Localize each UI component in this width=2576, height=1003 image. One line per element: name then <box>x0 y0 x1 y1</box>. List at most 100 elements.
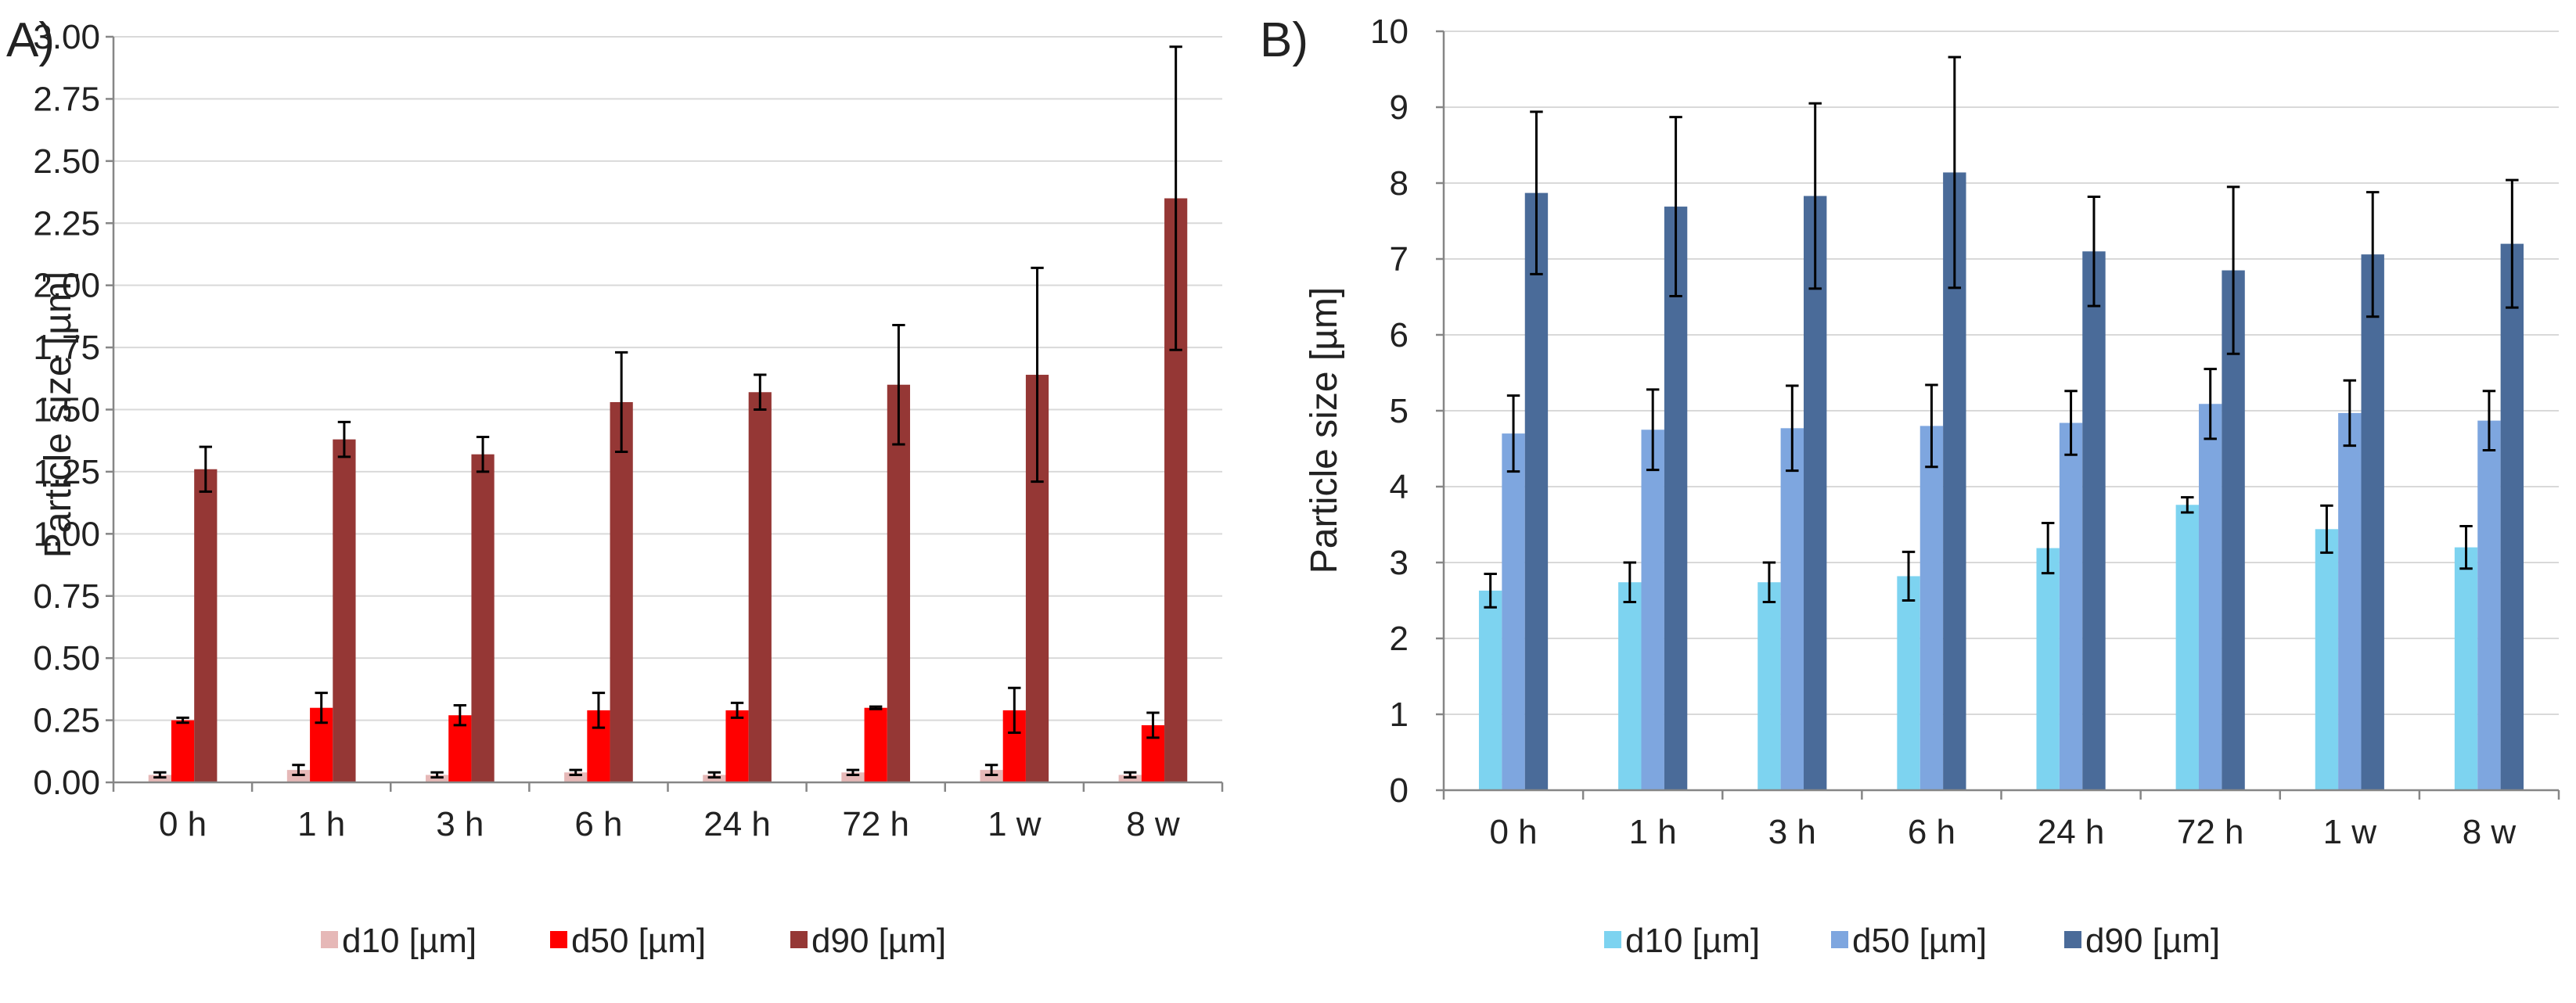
x-tick-label: 6 h <box>574 805 622 843</box>
error-bar <box>1008 686 1021 734</box>
bar <box>333 439 356 782</box>
panel-a-gridlines <box>113 36 1222 721</box>
x-tick-label: 0 h <box>1489 813 1537 851</box>
legend-swatch <box>550 931 567 948</box>
y-tick-label: 2.50 <box>33 142 100 181</box>
bar <box>1618 582 1642 790</box>
panel-b-error-bars <box>1484 56 2519 609</box>
bar <box>2222 270 2245 790</box>
error-bar <box>1808 102 1822 290</box>
y-tick-label: 3.00 <box>33 18 100 56</box>
y-tick-label: 2.25 <box>33 204 100 243</box>
legend-label: d50 [µm] <box>571 922 706 960</box>
error-bar <box>153 771 167 779</box>
bar <box>2361 254 2384 790</box>
error-bar <box>2459 524 2473 570</box>
x-tick-label: 0 h <box>159 805 207 843</box>
panel-b-y-axis-title: Particle size [µm] <box>1304 287 1345 573</box>
error-bar <box>476 435 490 473</box>
panel-a: A) Particle size [µm] 0.00 0.25 0.50 0.75 1.… <box>6 13 1224 960</box>
error-bar <box>569 768 582 776</box>
error-bar <box>2506 178 2519 309</box>
bar <box>1919 426 1944 790</box>
error-bar <box>1901 550 1916 602</box>
panel-a-axes <box>106 35 1224 792</box>
error-bar <box>2064 390 2078 456</box>
error-bar <box>2343 379 2357 448</box>
legend-swatch <box>1831 931 1848 948</box>
bar <box>286 770 311 782</box>
error-bar <box>1646 388 1660 472</box>
y-tick-label: 0.75 <box>33 577 100 616</box>
error-bar <box>176 716 189 724</box>
error-bar <box>707 771 721 779</box>
panel-a-legend: d10 [µm] d50 [µm] d90 [µm] <box>321 922 946 960</box>
legend-swatch <box>321 931 338 948</box>
error-bar <box>592 692 606 729</box>
bar <box>887 384 911 782</box>
error-bar <box>892 323 905 446</box>
error-bar <box>2366 191 2380 318</box>
bar <box>1524 192 1549 791</box>
bar <box>1502 433 1525 790</box>
error-bar <box>2482 390 2496 451</box>
error-bar <box>1031 266 1044 484</box>
panel-b-gridlines <box>1444 31 2559 715</box>
error-bar <box>869 705 883 710</box>
x-tick-label: 8 w <box>1126 805 1180 843</box>
panel-a-label: A) <box>6 13 55 67</box>
bar <box>2315 529 2339 790</box>
bar <box>703 775 726 782</box>
panel-b: B) Particle size [µm] 0 1 2 3 4 5 6 7 8 9 10 0 h 1 … <box>1260 13 2560 960</box>
error-bar <box>1484 573 1497 609</box>
y-tick-label: 9 <box>1390 88 1409 127</box>
legend-label: d90 [µm] <box>2085 922 2220 960</box>
legend-label: d10 [µm] <box>1625 922 1760 960</box>
error-bar <box>614 351 628 454</box>
y-tick-label: 1 <box>1390 696 1409 734</box>
error-bar <box>1948 56 1962 289</box>
y-tick-label: 6 <box>1390 316 1409 354</box>
y-tick-label: 3 <box>1390 544 1409 582</box>
error-bar <box>2204 368 2217 440</box>
y-tick-label: 5 <box>1390 392 1409 430</box>
bar <box>2477 420 2501 790</box>
y-tick-label: 7 <box>1390 240 1409 279</box>
x-tick-label: 8 w <box>2463 813 2517 851</box>
bar <box>148 775 171 782</box>
bar <box>2454 547 2478 790</box>
error-bar <box>2087 195 2101 307</box>
bar <box>1897 576 1920 790</box>
error-bar <box>2181 496 2194 514</box>
y-tick-label: 2 <box>1390 620 1409 658</box>
x-tick-label: 1 w <box>988 805 1042 843</box>
bar <box>2059 422 2083 790</box>
bar <box>2175 505 2199 790</box>
bar <box>471 454 495 782</box>
error-bar <box>1623 561 1637 603</box>
bar <box>1758 582 1781 790</box>
x-tick-label: 1 h <box>1629 813 1677 851</box>
bar <box>194 469 218 782</box>
error-bar <box>730 701 744 719</box>
bar <box>1804 196 1827 791</box>
y-tick-label: 1.00 <box>33 515 100 553</box>
panel-b-label: B) <box>1260 13 1308 67</box>
y-tick-label: 1.25 <box>33 453 100 491</box>
error-bar <box>1146 711 1160 739</box>
x-tick-label: 3 h <box>436 805 484 843</box>
bar <box>425 775 449 782</box>
bar <box>2082 251 2106 790</box>
bar <box>1664 207 1688 790</box>
error-bar <box>1124 771 1137 779</box>
y-tick-label: 8 <box>1390 164 1409 203</box>
panel-b-legend: d10 [µm] d50 [µm] d90 [µm] <box>1604 922 2220 960</box>
x-tick-label: 6 h <box>1908 813 1955 851</box>
y-tick-label: 0.50 <box>33 639 100 678</box>
legend-label: d10 [µm] <box>342 922 477 960</box>
y-tick-label: 0.00 <box>33 764 100 802</box>
error-bar <box>2226 185 2240 355</box>
y-tick-label: 0 <box>1390 771 1409 810</box>
error-bar <box>1169 45 1182 351</box>
